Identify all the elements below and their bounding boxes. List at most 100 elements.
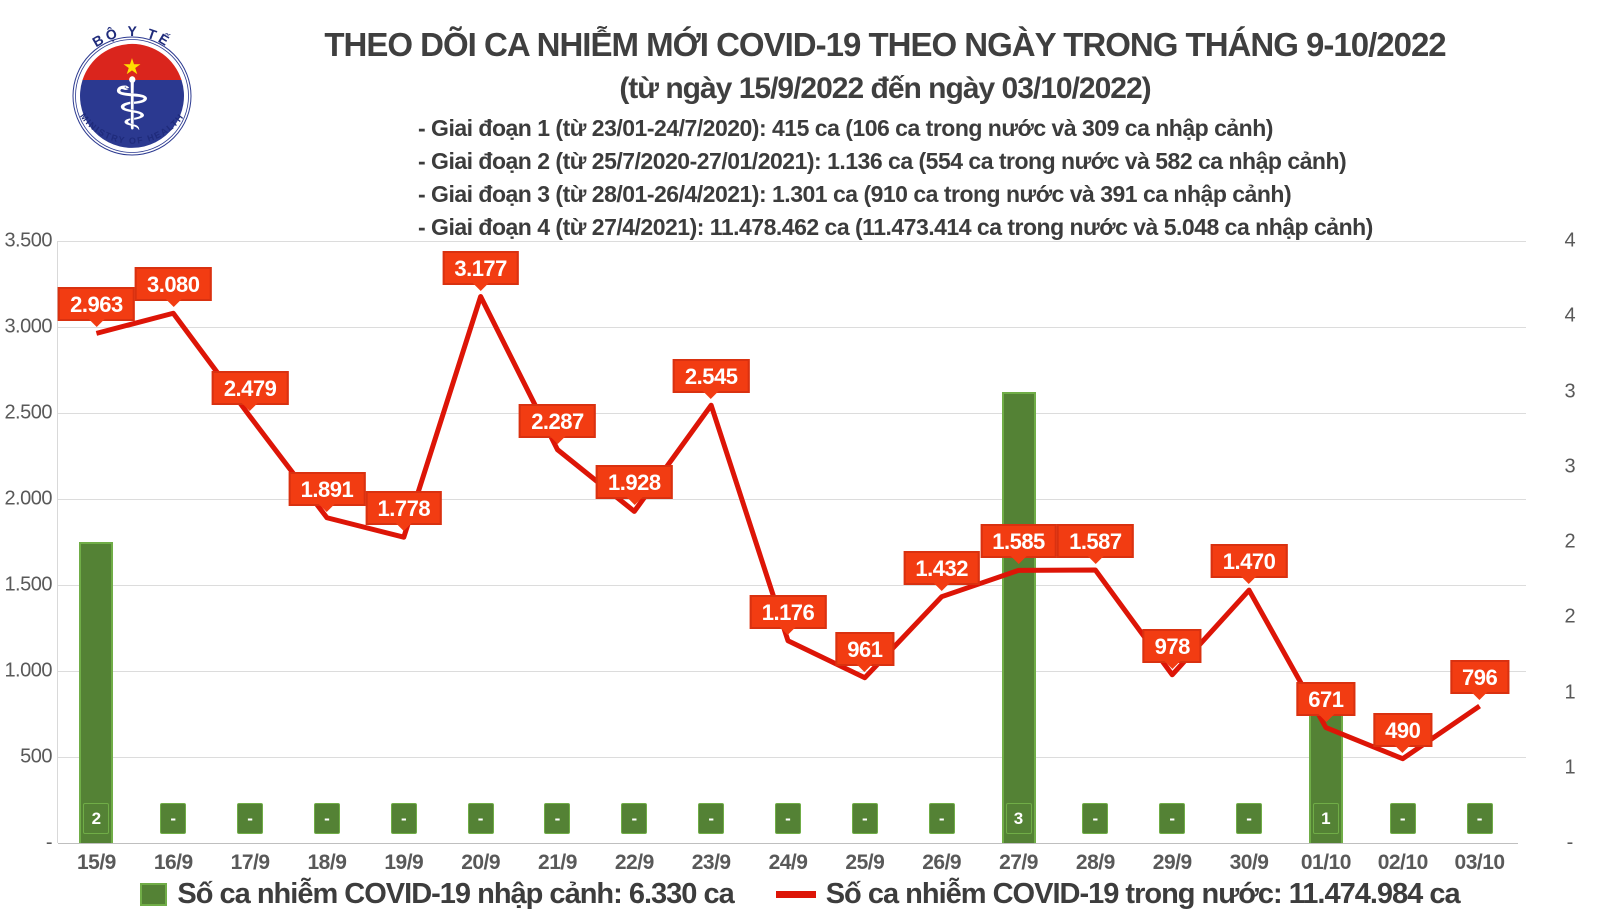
bar-value-label: - (544, 803, 571, 834)
line-value-label: 3.080 (134, 267, 212, 302)
bar-value-label: - (851, 803, 878, 834)
line-value-label: 1.432 (903, 550, 980, 585)
x-axis-line (58, 843, 1518, 844)
x-axis-label: 25/9 (845, 851, 885, 874)
line-value-label: 1.585 (980, 524, 1057, 559)
logo-outer-ring (72, 36, 192, 156)
gridline (58, 327, 1526, 328)
logo-blue-field (80, 80, 184, 148)
line-value-label: 961 (835, 631, 895, 666)
bar-value-label: - (1389, 803, 1416, 834)
line-value-label: 796 (1449, 660, 1510, 695)
gridline (58, 585, 1526, 586)
logo-red-band (82, 43, 182, 80)
logo-star-icon: ★ (122, 54, 142, 79)
line-value-label: 2.479 (211, 370, 289, 405)
bar-value-label: - (237, 803, 264, 834)
bar-value-label: - (775, 803, 801, 834)
legend-label-domestic: Số ca nhiễm COVID-19 trong nước: 11.474.… (825, 878, 1461, 910)
x-axis-label: 26/9 (922, 851, 962, 874)
bar-value-label: - (390, 803, 417, 834)
right-axis-tick: 4 (1564, 304, 1576, 327)
phase-3-summary: - Giai đoạn 3 (từ 28/01-26/4/2021): 1.30… (418, 181, 1292, 207)
line-value-label: 490 (1373, 712, 1433, 747)
line-value-label: 671 (1296, 681, 1356, 716)
right-axis-tick: 2 (1564, 530, 1576, 553)
line-value-label: 2.545 (672, 359, 750, 394)
x-axis-label: 20/9 (461, 851, 501, 874)
bar-imported-cases (1001, 391, 1036, 843)
chart-subtitle: (từ ngày 15/9/2022 đến ngày 03/10/2022) (619, 72, 1151, 105)
phase-2-summary: - Giai đoạn 2 (từ 25/7/2020-27/01/2021):… (418, 148, 1347, 174)
x-axis-label: 30/9 (1229, 851, 1269, 874)
left-axis-tick: 3.500 (4, 229, 52, 252)
logo-inner-ring (75, 39, 189, 153)
left-axis-tick: 3.000 (4, 315, 52, 338)
bar-series-swatch-icon (140, 883, 168, 906)
phase-1-summary: - Giai đoạn 1 (từ 23/01-24/7/2020): 415 … (418, 115, 1273, 141)
bar-imported-cases (79, 542, 114, 843)
line-path (95, 294, 1481, 762)
line-series-dash-icon (775, 891, 816, 898)
left-axis-tick: 2.000 (4, 487, 52, 510)
line-value-label: 978 (1142, 628, 1202, 663)
right-axis-tick: 1 (1564, 756, 1576, 779)
bar-value-label: - (928, 803, 955, 834)
left-axis-tick: 1.000 (4, 659, 52, 682)
line-value-label: 1.778 (365, 491, 443, 526)
line-value-label: 3.177 (442, 250, 519, 285)
bar-value-label: - (1236, 803, 1263, 834)
line-value-label: 2.287 (519, 403, 596, 438)
bar-value-label: - (621, 803, 648, 834)
phase-summary-block: - Giai đoạn 1 (từ 23/01-24/7/2020): 415 … (418, 112, 1373, 244)
bar-value-label: 3 (1005, 803, 1032, 834)
line-value-label: 1.891 (288, 471, 366, 506)
right-axis-tick: 2 (1564, 605, 1576, 628)
line-value-label: 1.470 (1210, 544, 1288, 579)
x-axis-label: 02/10 (1377, 851, 1429, 874)
line-value-label: 1.928 (596, 465, 673, 500)
bar-value-label: - (467, 803, 494, 834)
x-axis-label: 21/9 (538, 851, 577, 874)
legend: Số ca nhiễm COVID-19 nhập cảnh: 6.330 ca… (0, 878, 1600, 911)
left-axis-tick: 2.500 (4, 401, 52, 424)
x-axis-label: 27/9 (999, 851, 1038, 874)
right-axis-tick: 1 (1564, 681, 1576, 703)
x-axis-label: 19/9 (384, 851, 424, 874)
bar-value-label: 2 (83, 803, 110, 834)
x-axis-label: 17/9 (230, 851, 270, 874)
line-value-label: 1.587 (1057, 524, 1134, 559)
gridline (58, 413, 1526, 414)
x-axis-label: 22/9 (614, 851, 654, 874)
legend-item-imported: Số ca nhiễm COVID-19 nhập cảnh: 6.330 ca (140, 878, 735, 911)
chart-title: THEO DÕI CA NHIỄM MỚI COVID-19 THEO NGÀY… (324, 26, 1446, 63)
bar-value-label: 1 (1312, 803, 1339, 834)
line-value-label: 1.176 (749, 594, 827, 629)
gridline (58, 671, 1526, 672)
ministry-of-health-logo: ★ ⚕ BỘ Y TẾ MINISTRY OF HEALTH (72, 23, 192, 156)
bar-value-label: - (1159, 803, 1186, 834)
x-axis-label: 03/10 (1454, 851, 1506, 874)
x-axis-label: 15/9 (76, 851, 116, 874)
x-axis-label: 28/9 (1075, 851, 1115, 874)
left-axis-tick: 500 (20, 745, 52, 768)
bar-value-label: - (1082, 803, 1109, 834)
left-axis-tick: 1.500 (4, 573, 52, 596)
right-axis-tick: 4 (1564, 229, 1576, 252)
right-axis-tick: 3 (1564, 380, 1576, 402)
bar-value-label: - (160, 803, 187, 834)
x-axis-label: 18/9 (307, 851, 347, 874)
x-axis-label: 01/10 (1300, 851, 1352, 874)
x-axis-label: 29/9 (1152, 851, 1192, 874)
right-axis-tick: - (1566, 831, 1574, 854)
gridline (58, 241, 1526, 242)
line-value-label: 2.963 (58, 287, 135, 322)
x-axis-label: 24/9 (768, 851, 808, 874)
left-axis-tick: - (45, 831, 53, 854)
bar-value-label: - (313, 803, 340, 834)
right-axis-tick: 3 (1564, 455, 1576, 478)
gridline (58, 757, 1526, 758)
